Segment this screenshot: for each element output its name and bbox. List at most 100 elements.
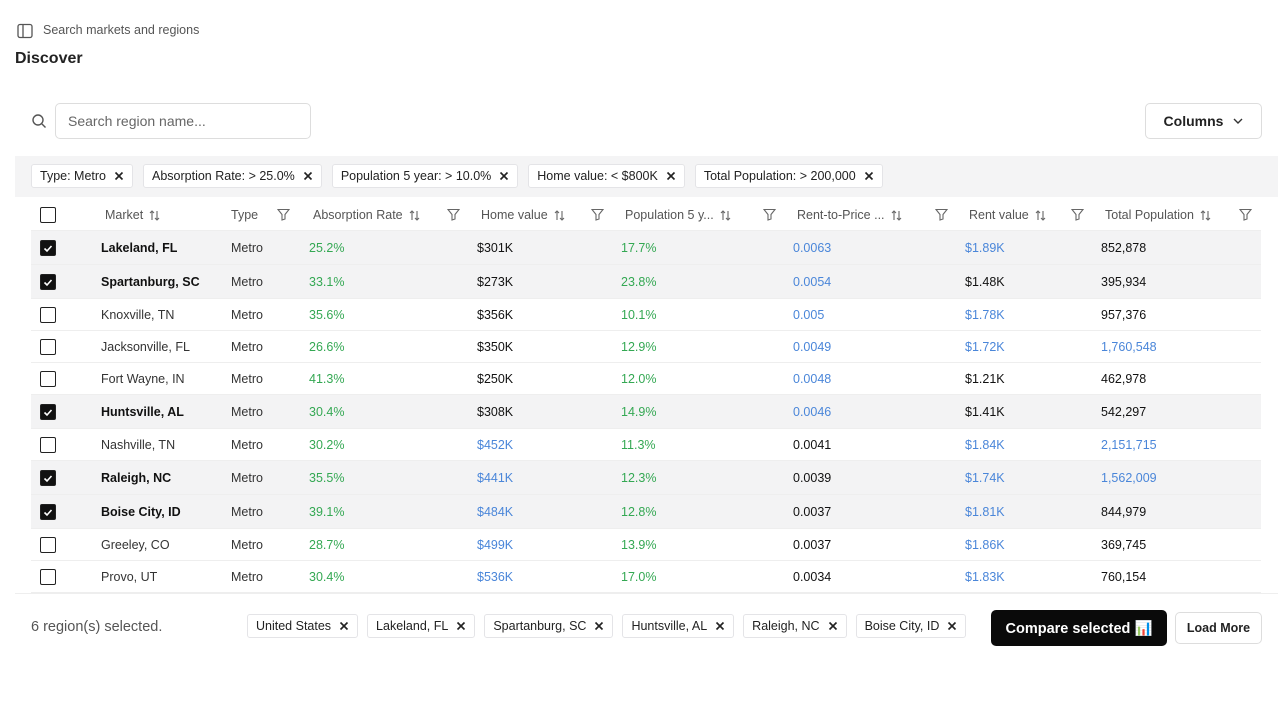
row-checkbox[interactable] — [40, 404, 56, 420]
row-checkbox[interactable] — [40, 307, 56, 323]
filter-button[interactable] — [446, 208, 461, 226]
page-title: Discover — [15, 50, 83, 67]
remove-icon[interactable] — [864, 171, 874, 181]
table-cell: $452K — [477, 437, 514, 452]
market-name[interactable]: Boise City, ID — [101, 504, 181, 519]
column-header[interactable]: Rent value — [969, 200, 1046, 230]
market-name[interactable]: Huntsville, AL — [101, 404, 184, 419]
table-row[interactable]: Jacksonville, FL Metro 26.6% $350K 12.9% 0.00… — [31, 331, 1261, 363]
columns-button[interactable]: Columns — [1145, 103, 1262, 139]
filter-button[interactable] — [1070, 208, 1085, 226]
check — [43, 474, 52, 482]
table-cell: 14.9% — [621, 404, 657, 419]
row-checkbox[interactable] — [40, 470, 56, 486]
row-checkbox[interactable] — [40, 537, 56, 553]
remove-icon[interactable] — [303, 171, 313, 181]
row-checkbox[interactable] — [40, 339, 56, 355]
market-name[interactable]: Provo, UT — [101, 569, 158, 584]
table-row[interactable]: Provo, UT Metro 30.4% $536K 17.0% 0.0034 $1.83… — [31, 561, 1261, 593]
remove-icon[interactable] — [828, 621, 838, 631]
filter-chip-label: Absorption Rate: > 25.0% — [152, 169, 295, 183]
filter-icon — [1238, 208, 1253, 221]
sort-icon[interactable] — [720, 209, 731, 221]
table-row[interactable]: Greeley, CO Metro 28.7% $499K 13.9% 0.0037 $1.… — [31, 529, 1261, 561]
filter-button[interactable] — [1238, 208, 1253, 226]
filter-chip: Total Population: > 200,000 — [694, 164, 883, 188]
sort-icon[interactable] — [891, 209, 902, 221]
select-all-checkbox[interactable] — [40, 207, 56, 223]
table-row[interactable]: Boise City, ID Metro 39.1% $484K 12.8% 0.0037… — [31, 495, 1261, 529]
remove-icon[interactable] — [339, 621, 349, 631]
load-more-button[interactable]: Load More — [1175, 612, 1262, 644]
remove-icon[interactable] — [499, 171, 509, 181]
sort-icon[interactable] — [1035, 209, 1046, 221]
sidebar-toggle[interactable] — [17, 23, 33, 39]
column-header[interactable]: Absorption Rate — [313, 200, 420, 230]
row-checkbox[interactable] — [40, 240, 56, 256]
row-checkbox[interactable] — [40, 371, 56, 387]
market-name[interactable]: Greeley, CO — [101, 537, 170, 552]
remove-icon[interactable] — [594, 621, 604, 631]
column-label: Population 5 y... — [625, 208, 714, 222]
table-row[interactable]: Lakeland, FL Metro 25.2% $301K 17.7% 0.0063 $1… — [31, 231, 1261, 265]
market-name[interactable]: Jacksonville, FL — [101, 339, 190, 354]
table-cell: 0.0037 — [793, 504, 832, 519]
row-checkbox[interactable] — [40, 569, 56, 585]
table-row[interactable]: Huntsville, AL Metro 30.4% $308K 14.9% 0.0046… — [31, 395, 1261, 429]
market-name[interactable]: Lakeland, FL — [101, 240, 178, 255]
table-cell: 0.0037 — [793, 537, 832, 552]
remove-icon[interactable] — [456, 621, 466, 631]
table-row[interactable]: Knoxville, TN Metro 35.6% $356K 10.1% 0.005 $1… — [31, 299, 1261, 331]
table-cell: 462,978 — [1101, 371, 1147, 386]
market-name[interactable]: Nashville, TN — [101, 437, 176, 452]
row-checkbox[interactable] — [40, 437, 56, 453]
columns-button-label: Columns — [1163, 113, 1224, 129]
table-cell: 26.6% — [309, 339, 345, 354]
table-row[interactable]: Nashville, TN Metro 30.2% $452K 11.3% 0.0041 $… — [31, 429, 1261, 461]
column-header[interactable]: Home value — [481, 200, 565, 230]
table-cell: 12.3% — [621, 470, 657, 485]
market-name[interactable]: Spartanburg, SC — [101, 274, 200, 289]
column-header[interactable]: Total Population — [1105, 200, 1211, 230]
table-cell: $1.21K — [965, 371, 1005, 386]
remove-icon[interactable] — [947, 621, 957, 631]
table-row[interactable]: Raleigh, NC Metro 35.5% $441K 12.3% 0.0039 $1.… — [31, 461, 1261, 495]
compare-button[interactable]: Compare selected 📊 — [991, 610, 1167, 646]
table-cell: 23.8% — [621, 274, 657, 289]
column-header: Type — [231, 200, 258, 230]
selected-chip-label: Boise City, ID — [864, 619, 940, 633]
table-cell: $308K — [477, 404, 514, 419]
filter-button[interactable] — [934, 208, 949, 226]
column-header[interactable]: Rent-to-Price ... — [797, 200, 902, 230]
filter-button[interactable] — [762, 208, 777, 226]
selected-chip: Boise City, ID — [855, 614, 967, 638]
table-cell: 13.9% — [621, 537, 657, 552]
table-row[interactable]: Spartanburg, SC Metro 33.1% $273K 23.8% 0.005… — [31, 265, 1261, 299]
table-cell: 0.0063 — [793, 240, 832, 255]
table-row[interactable]: Fort Wayne, IN Metro 41.3% $250K 12.0% 0.0048… — [31, 363, 1261, 395]
remove-icon[interactable] — [666, 171, 676, 181]
table-cell: Metro — [231, 307, 263, 322]
remove-icon[interactable] — [715, 621, 725, 631]
column-header[interactable]: Market — [105, 200, 160, 230]
table-cell: $250K — [477, 371, 514, 386]
sort-icon[interactable] — [554, 209, 565, 221]
market-name[interactable]: Raleigh, NC — [101, 470, 172, 485]
table-cell: 35.6% — [309, 307, 345, 322]
market-name[interactable]: Fort Wayne, IN — [101, 371, 185, 386]
filter-button[interactable] — [590, 208, 605, 226]
sort-icon[interactable] — [149, 209, 160, 221]
row-checkbox[interactable] — [40, 274, 56, 290]
column-header[interactable]: Population 5 y... — [625, 200, 731, 230]
table-cell: 33.1% — [309, 274, 345, 289]
remove-icon[interactable] — [114, 171, 124, 181]
check — [43, 244, 52, 252]
region-search-input[interactable]: Search region name... — [55, 103, 311, 139]
filter-button[interactable] — [276, 208, 291, 226]
table-cell: Metro — [231, 537, 263, 552]
global-search[interactable]: Search markets and regions — [43, 23, 200, 37]
sort-icon[interactable] — [409, 209, 420, 221]
sort-icon[interactable] — [1200, 209, 1211, 221]
row-checkbox[interactable] — [40, 504, 56, 520]
market-name[interactable]: Knoxville, TN — [101, 307, 175, 322]
